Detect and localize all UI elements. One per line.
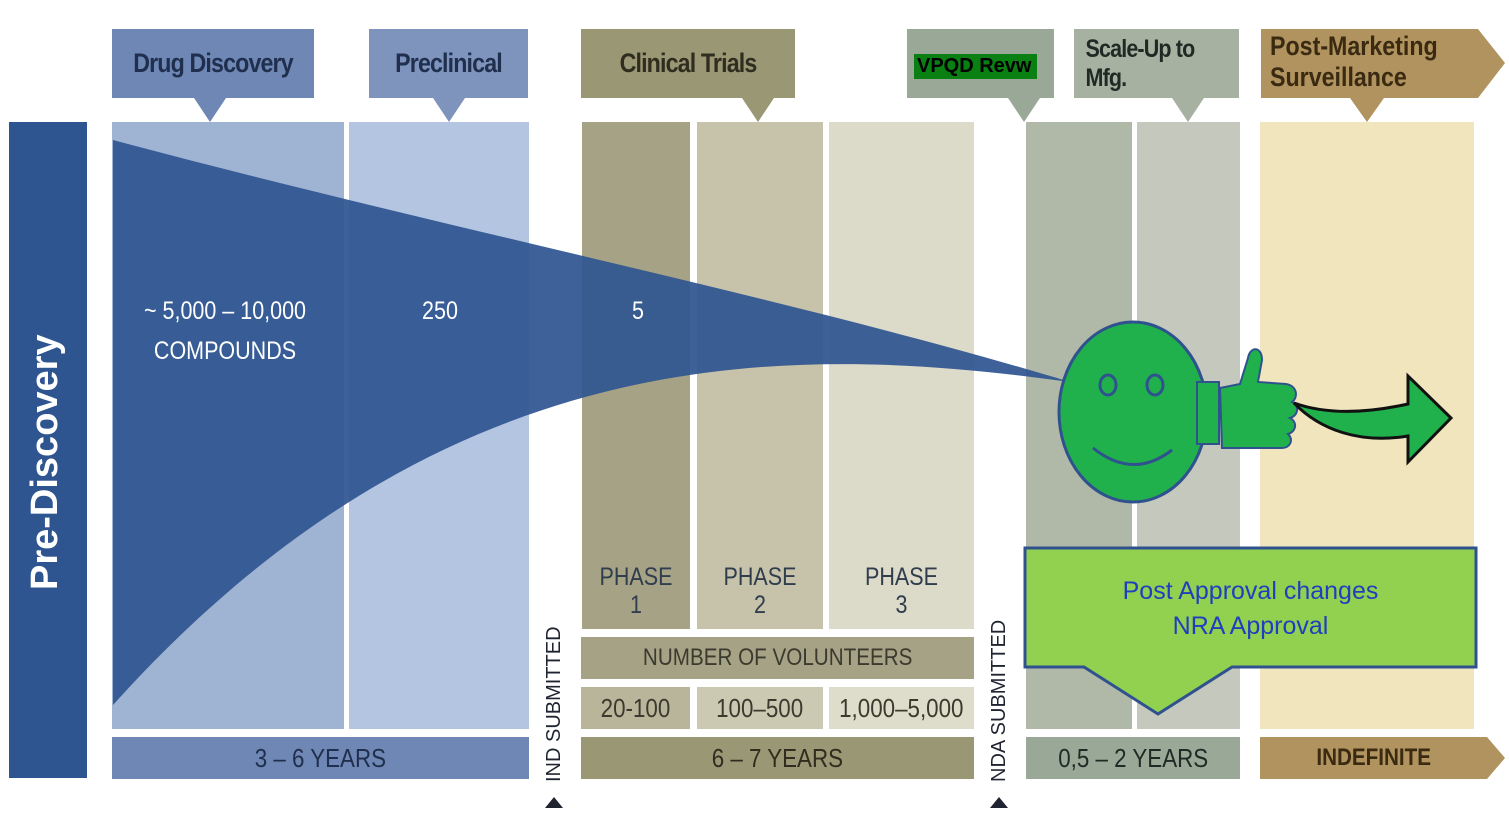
compounds-count: ~ 5,000 – 10,000 <box>143 297 307 325</box>
phase2-label: PHASE 2 <box>723 563 797 619</box>
volunteers-phase1: 20-100 <box>600 692 671 723</box>
volunteers-phase3-bar <box>829 687 974 729</box>
pre-discovery-sidebar <box>9 122 87 778</box>
phase2-column <box>697 122 823 629</box>
clinical-count: 5 <box>632 297 644 325</box>
callout-line1: Post Approval changes <box>1122 577 1379 605</box>
preclinical-header: Preclinical <box>395 48 503 78</box>
callout-text: Post Approval changes NRA Approval <box>1025 574 1476 644</box>
volunteers-phase1-bar <box>581 687 690 729</box>
post-marketing-duration: INDEFINITE <box>1316 744 1431 771</box>
phase3-label: PHASE 3 <box>865 563 938 619</box>
nda-submitted-label: NDA SUBMITTED <box>988 619 1010 782</box>
volunteers-phase3: 1,000–5,000 <box>839 692 964 723</box>
smiley-right-eye <box>1145 373 1165 397</box>
smiley-left-eye <box>1098 373 1118 397</box>
nda-milestone-marker <box>990 797 1008 808</box>
volunteers-phase2-bar <box>697 687 823 729</box>
review-duration-bar <box>1026 737 1240 779</box>
callout-line2: NRA Approval <box>1172 612 1329 640</box>
post-marketing-line2: Surveillance <box>1270 62 1407 92</box>
ind-submitted-label: IND SUBMITTED <box>543 626 565 782</box>
drug-discovery-header-shape <box>112 29 314 122</box>
post-marketing-duration-bar <box>1260 737 1505 779</box>
post-marketing-header-shape <box>1261 29 1505 122</box>
ind-milestone-marker <box>545 797 563 808</box>
post-marketing-line1: Post-Marketing <box>1270 31 1438 61</box>
discovery-duration: 3 – 6 YEARS <box>254 742 387 773</box>
smiley-mouth <box>1092 446 1173 466</box>
attrition-funnel <box>113 140 1070 705</box>
thumbs-up-hand <box>1218 348 1298 449</box>
drug-discovery-header: Drug Discovery <box>133 48 293 78</box>
forward-arrow <box>1292 372 1454 466</box>
review-duration: 0,5 – 2 YEARS <box>1057 742 1208 773</box>
volunteers-label: NUMBER OF VOLUNTEERS <box>642 644 913 671</box>
clinical-trials-header: Clinical Trials <box>619 48 758 78</box>
pre-discovery-label: Pre-Discovery <box>24 334 66 590</box>
compounds-label: COMPOUNDS <box>153 337 297 365</box>
discovery-duration-bar <box>112 737 529 779</box>
phase1-label: PHASE 1 <box>599 563 673 619</box>
thumbs-up-cuff <box>1196 381 1220 445</box>
vpqd-review-label: VPQD Revw <box>914 54 1038 79</box>
preclinical-count: 250 <box>422 297 458 325</box>
preclinical-header-shape <box>369 29 528 122</box>
volunteers-header-bar <box>581 637 974 679</box>
post-marketing-header: Post-Marketing Surveillance <box>1270 31 1451 93</box>
volunteers-phase2: 100–500 <box>716 692 804 723</box>
phase3-column <box>829 122 974 629</box>
smiley-face <box>1057 320 1209 504</box>
scaleup-header-shape <box>1074 29 1239 122</box>
clinical-duration-bar <box>581 737 974 779</box>
scale-up-header: Scale-Up to Mfg. <box>1085 34 1196 92</box>
callout-shape <box>1023 546 1478 716</box>
clinical-duration: 6 – 7 YEARS <box>711 742 844 773</box>
clinical-trials-header-shape <box>581 29 795 122</box>
